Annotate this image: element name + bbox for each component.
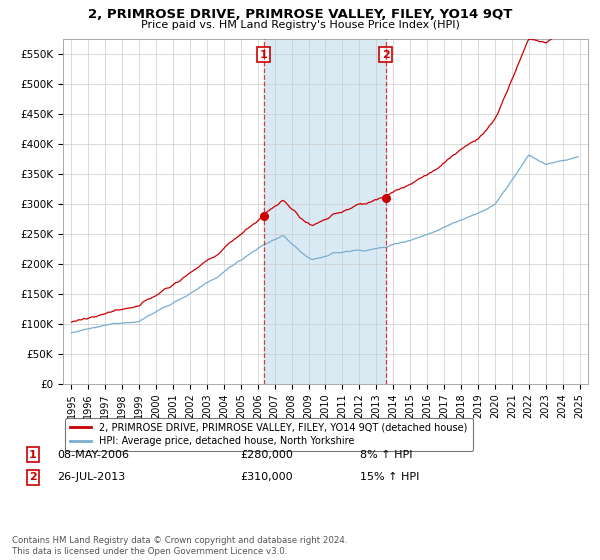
Legend: 2, PRIMROSE DRIVE, PRIMROSE VALLEY, FILEY, YO14 9QT (detached house), HPI: Avera: 2, PRIMROSE DRIVE, PRIMROSE VALLEY, FILE…	[65, 418, 473, 451]
Bar	[263, 39, 386, 384]
Text: 2: 2	[382, 50, 389, 60]
Text: 2, PRIMROSE DRIVE, PRIMROSE VALLEY, FILEY, YO14 9QT: 2, PRIMROSE DRIVE, PRIMROSE VALLEY, FILE…	[88, 8, 512, 21]
Text: £280,000: £280,000	[240, 450, 293, 460]
Text: Price paid vs. HM Land Registry's House Price Index (HPI): Price paid vs. HM Land Registry's House …	[140, 20, 460, 30]
Text: £310,000: £310,000	[240, 472, 293, 482]
Text: 15% ↑ HPI: 15% ↑ HPI	[360, 472, 419, 482]
Text: 1: 1	[260, 50, 268, 60]
Text: 8% ↑ HPI: 8% ↑ HPI	[360, 450, 413, 460]
Text: 26-JUL-2013: 26-JUL-2013	[57, 472, 125, 482]
Text: Contains HM Land Registry data © Crown copyright and database right 2024.
This d: Contains HM Land Registry data © Crown c…	[12, 536, 347, 556]
Text: 1: 1	[29, 450, 37, 460]
Text: 2: 2	[29, 472, 37, 482]
Text: 08-MAY-2006: 08-MAY-2006	[57, 450, 129, 460]
